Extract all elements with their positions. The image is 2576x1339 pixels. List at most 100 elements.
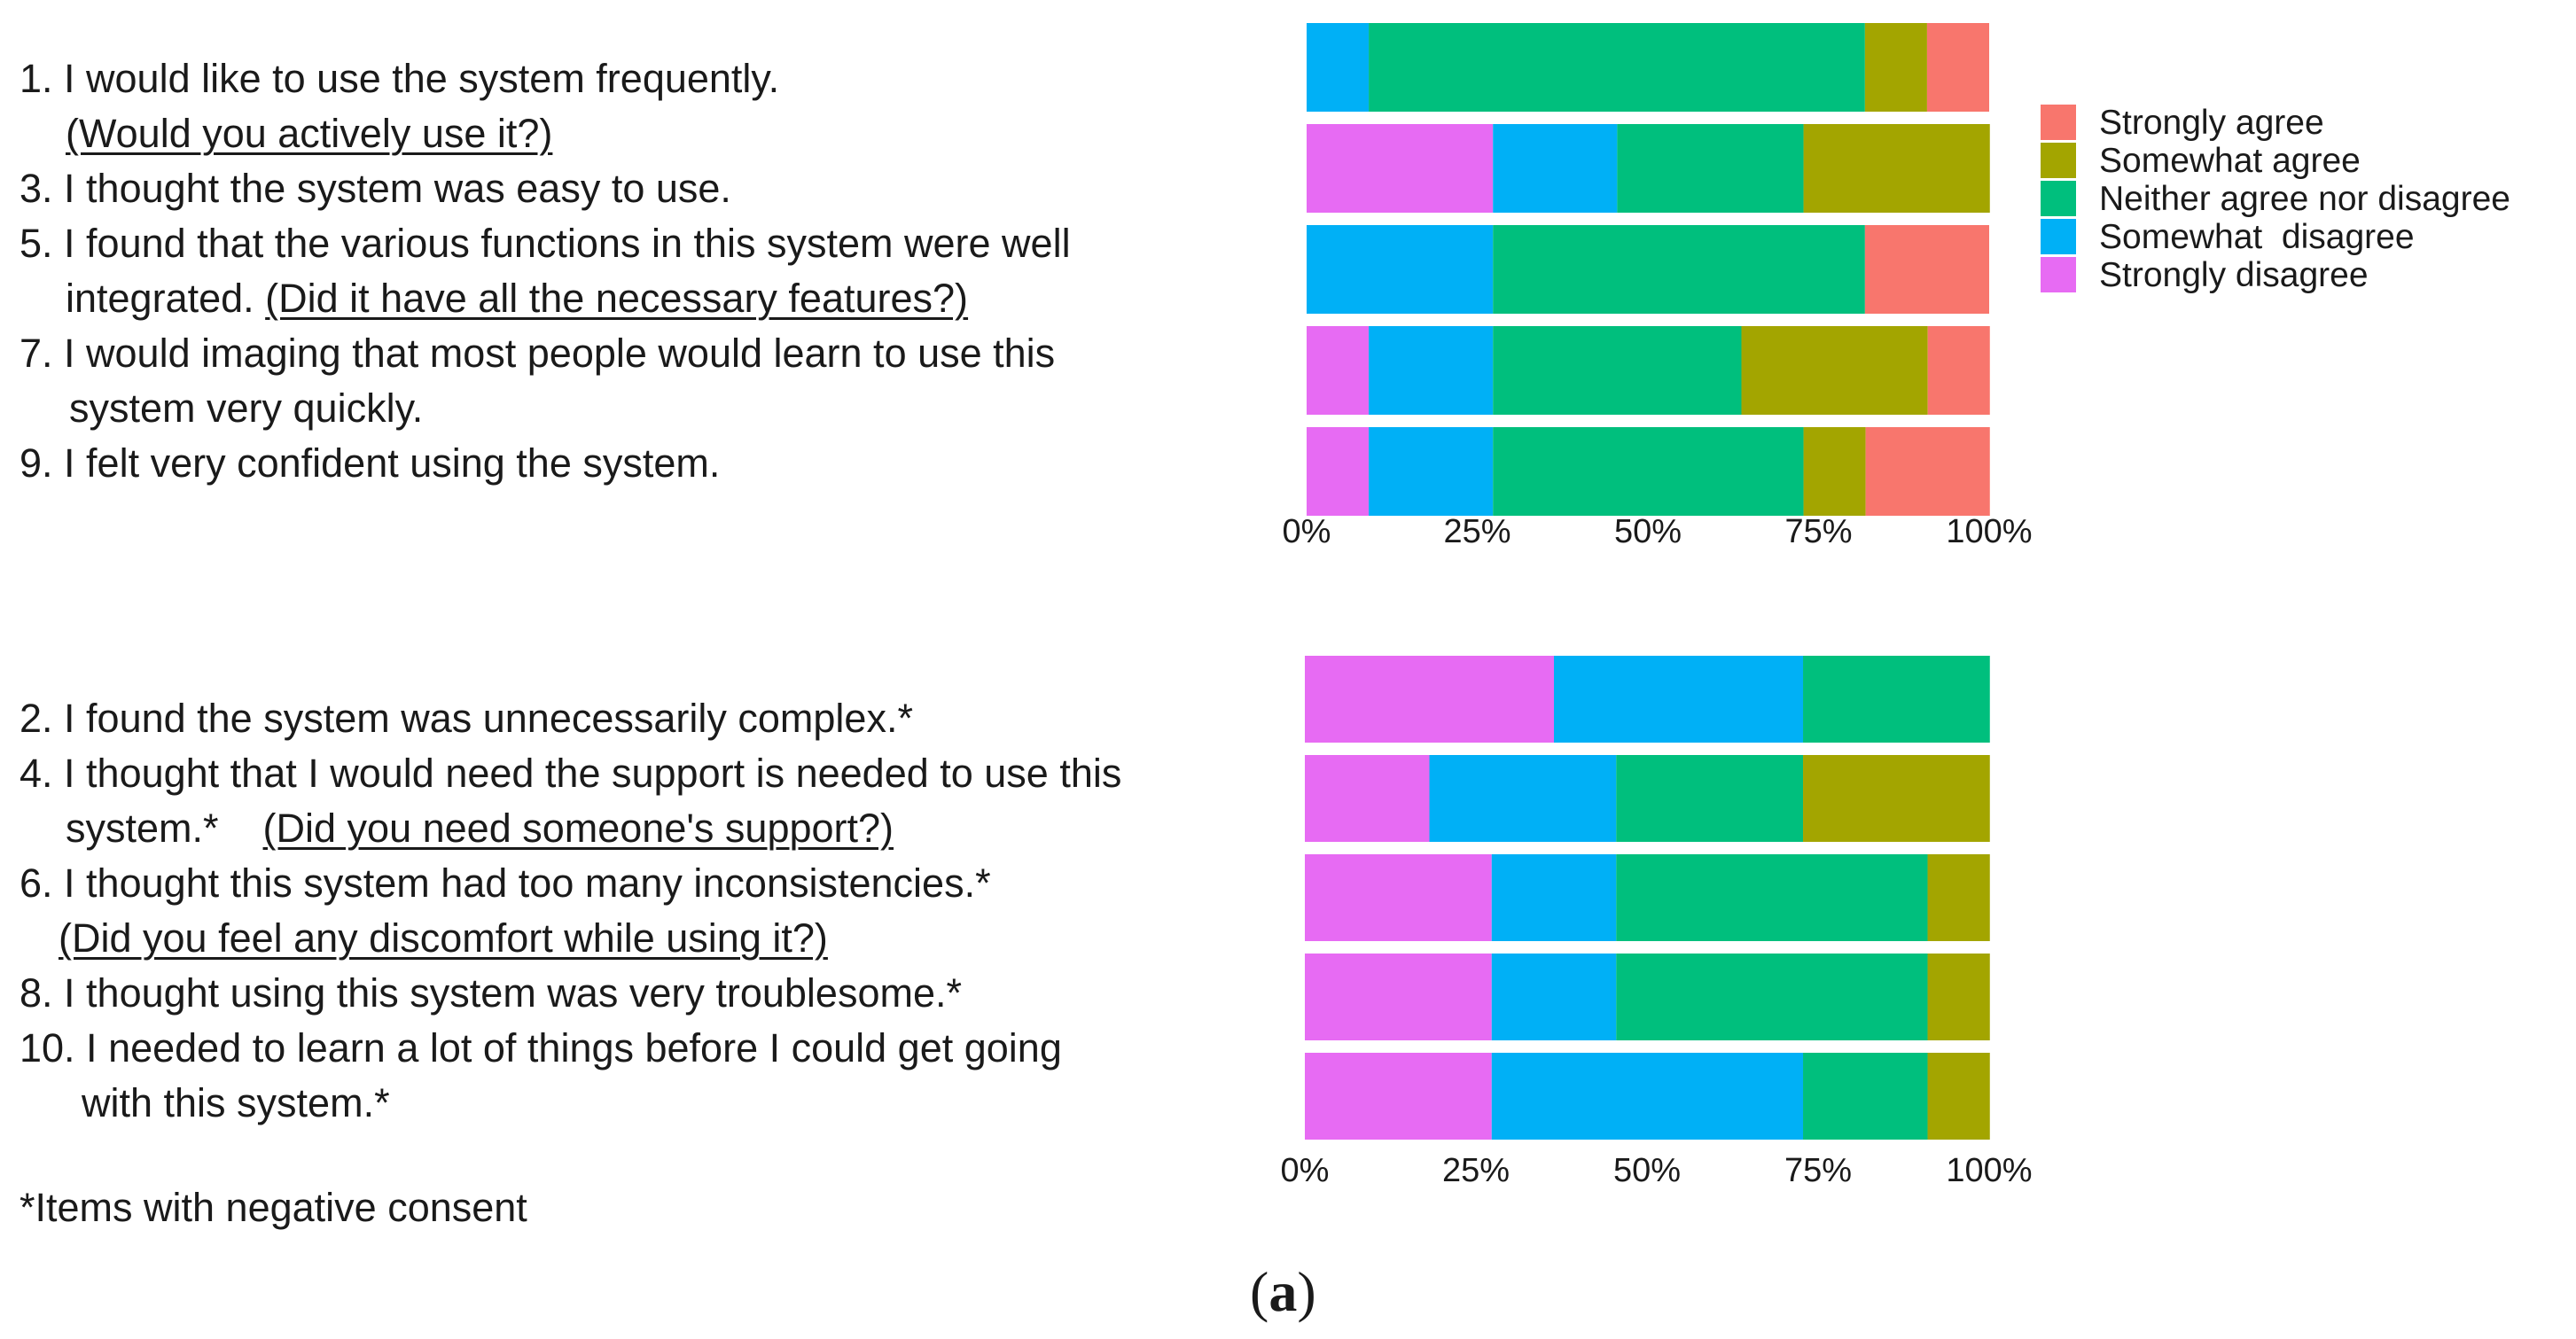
bar-segment-q2-somewhat-disagree [1554,656,1804,743]
question-q6: 6. I thought this system had too many in… [20,856,991,911]
question-q2: 2. I found the system was unnecessarily … [20,691,913,746]
bar-segment-q3-somewhat-agree [1803,124,1990,213]
bar-segment-q6-strongly-disagree [1305,854,1492,941]
bar-segment-q6-somewhat-disagree [1491,854,1617,941]
bar-segment-q5-strongly-agree [1864,225,1989,314]
question-q3: 3. I thought the system was easy to use. [20,161,731,216]
question-q6-text: 6. I thought this system had too many in… [20,860,991,906]
bar-segment-q6-neither [1616,854,1928,941]
bar-segment-q5-somewhat-disagree [1307,225,1494,314]
legend-label-strongly-agree: Strongly agree [2099,104,2324,142]
caption-open: ( [1250,1260,1269,1323]
question-q7b-text: system very quickly. [69,385,424,431]
question-q1-text: 1. I would like to use the system freque… [20,56,780,101]
x-tick-label: 75% [1784,513,1852,550]
x-tick-label: 25% [1443,513,1510,550]
question-q4b-text: system.* [66,806,263,851]
negative-question-list: 2. I found the system was unnecessarily … [20,691,1296,1134]
bar-segment-q9-strongly-agree [1865,427,1990,516]
bar-segment-q9-somewhat-disagree [1369,427,1494,516]
bar-segment-q1-neither [1369,23,1865,112]
question-q10-text: 10. I needed to learn a lot of things be… [20,1025,1062,1070]
question-q4b-note: (Did you need someone's support?) [262,806,894,851]
bar-segment-q7-somewhat-agree [1741,326,1928,415]
question-q5b: integrated. (Did it have all the necessa… [66,271,968,326]
bar-segment-q7-neither [1493,326,1742,415]
x-tick-label: 50% [1613,1152,1681,1189]
bar-segment-q8-neither [1616,954,1928,1040]
question-q4b: system.* (Did you need someone's support… [66,801,894,856]
positive-items-chart: 0% 25% 50% 75% 100% [1283,23,2033,550]
question-q5b-note: (Did it have all the necessary features?… [265,276,969,321]
question-q4: 4. I thought that I would need the suppo… [20,746,1121,801]
bar-segment-q7-strongly-disagree [1307,326,1370,415]
question-q6b: (Did you feel any discomfort while using… [59,911,828,966]
question-q7: 7. I would imaging that most people woul… [20,326,1055,381]
bar-segment-q1-strongly-agree [1926,23,1989,112]
bar-segment-q8-somewhat-disagree [1491,954,1617,1040]
question-q7b: system very quickly. [69,381,423,436]
x-tick-label: 75% [1784,1152,1852,1189]
legend-label-strongly-disagree: Strongly disagree [2099,256,2369,294]
legend-label-somewhat-agree: Somewhat agree [2099,142,2361,180]
legend-label-neither: Neither agree nor disagree [2099,180,2510,218]
bar-segment-q10-strongly-disagree [1305,1053,1492,1140]
question-q10b-text: with this system.* [82,1080,390,1125]
question-q5: 5. I found that the various functions in… [20,216,1071,271]
question-q8: 8. I thought using this system was very … [20,966,962,1021]
question-q1b: (Would you actively use it?) [66,106,552,161]
question-q6b-note: (Did you feel any discomfort while using… [59,915,828,961]
legend-swatch-somewhat-disagree [2041,219,2076,254]
bar-segment-q4-strongly-disagree [1305,755,1430,842]
bar-segment-q9-strongly-disagree [1307,427,1370,516]
bar-segment-q3-somewhat-disagree [1493,124,1618,213]
bar-segment-q8-strongly-disagree [1305,954,1492,1040]
question-q7-text: 7. I would imaging that most people woul… [20,331,1056,376]
footnote: *Items with negative consent [20,1185,527,1230]
positive-question-list: 1. I would like to use the system freque… [20,51,1296,494]
legend-swatch-strongly-agree [2041,105,2076,140]
question-q1b-note: (Would you actively use it?) [66,111,553,156]
question-q4-text: 4. I thought that I would need the suppo… [20,751,1122,796]
x-tick-label: 0% [1281,1152,1330,1189]
legend-swatch-neither [2041,181,2076,216]
x-tick-label: 100% [1946,513,2032,550]
x-tick-label: 0% [1283,513,1331,550]
bar-segment-q4-somewhat-agree [1803,755,1990,842]
bar-segment-q1-somewhat-agree [1864,23,1927,112]
question-q3-text: 3. I thought the system was easy to use. [20,166,731,211]
x-tick-label: 50% [1614,513,1682,550]
question-q5-text: 5. I found that the various functions in… [20,221,1071,266]
bar-segment-q4-somewhat-disagree [1429,755,1617,842]
bar-segment-q7-somewhat-disagree [1369,326,1494,415]
question-q10: 10. I needed to learn a lot of things be… [20,1021,1062,1076]
bar-segment-q9-somewhat-agree [1803,427,1866,516]
legend-swatch-somewhat-agree [2041,143,2076,178]
bar-segment-q8-somewhat-agree [1927,954,1990,1040]
bar-segment-q7-strongly-agree [1927,326,1990,415]
caption-letter: a [1268,1260,1298,1323]
question-q5b-text: integrated. [66,276,266,321]
question-q10b: with this system.* [82,1076,390,1131]
bar-segment-q9-neither [1493,427,1804,516]
x-tick-label: 100% [1946,1152,2032,1189]
bar-segment-q3-neither [1617,124,1804,213]
bar-segment-q2-neither [1803,656,1990,743]
bar-segment-q3-strongly-disagree [1307,124,1494,213]
bar-segment-q2-strongly-disagree [1305,656,1555,743]
caption-close: ) [1297,1260,1316,1323]
question-q9: 9. I felt very confident using the syste… [20,436,720,491]
bar-segment-q10-neither [1803,1053,1928,1140]
question-q9-text: 9. I felt very confident using the syste… [20,440,721,486]
bar-segment-q10-somewhat-agree [1927,1053,1990,1140]
question-q8-text: 8. I thought using this system was very … [20,970,962,1016]
negative-items-chart: 0% 25% 50% 75% 100% [1281,656,2033,1189]
bar-segment-q6-somewhat-agree [1927,854,1990,941]
question-q1: 1. I would like to use the system freque… [20,51,779,106]
bar-segment-q5-neither [1493,225,1865,314]
legend-swatch-strongly-disagree [2041,257,2076,292]
bar-segment-q4-neither [1616,755,1804,842]
legend-label-somewhat-disagree: Somewhat disagree [2099,218,2415,256]
bar-segment-q10-somewhat-disagree [1491,1053,1804,1140]
